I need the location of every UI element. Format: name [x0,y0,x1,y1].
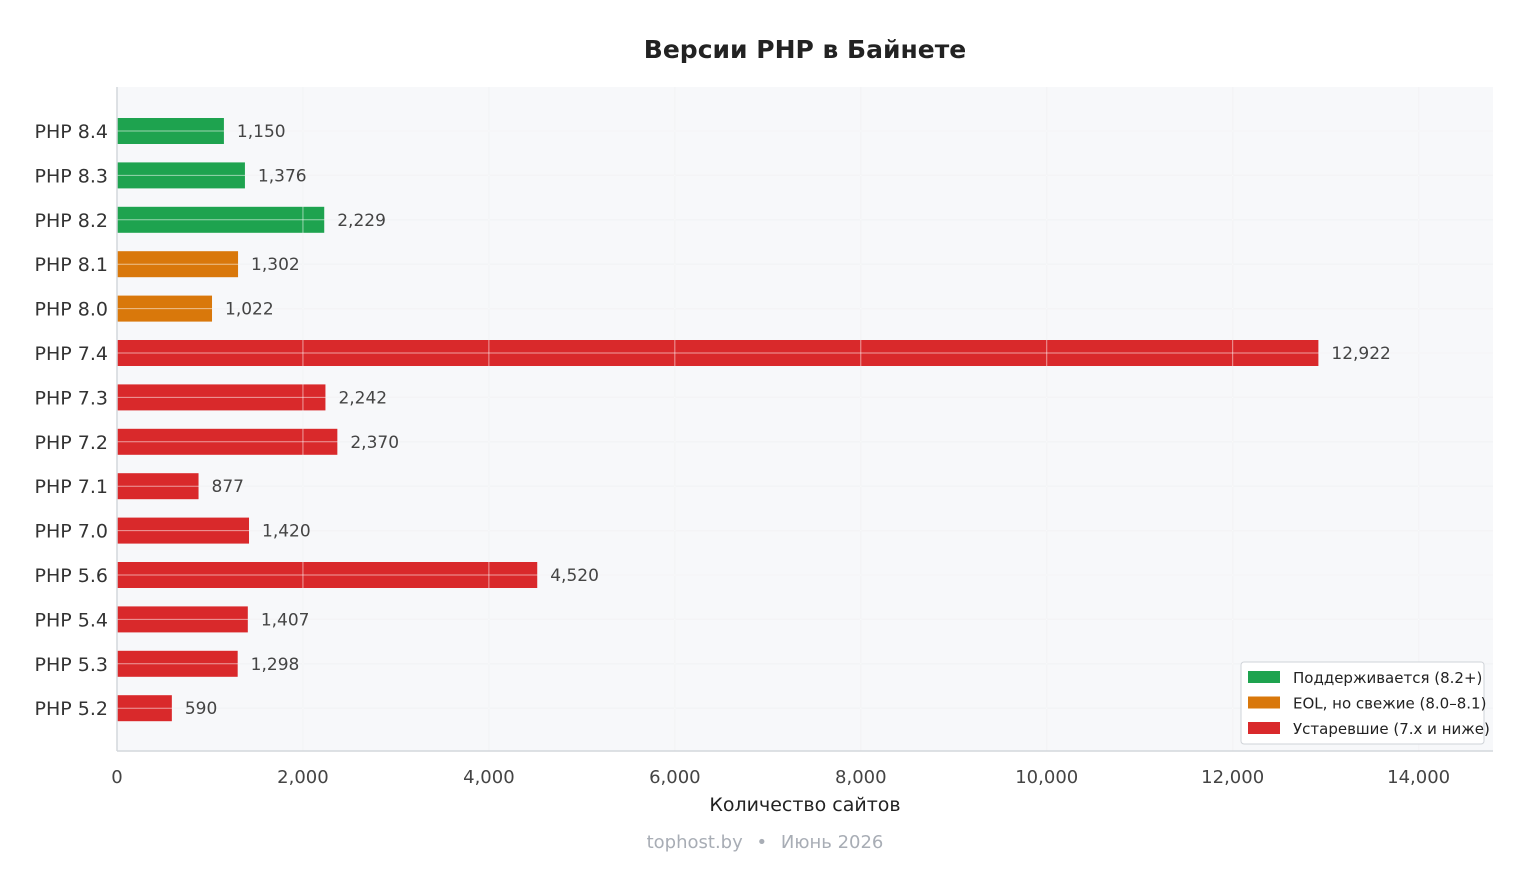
y-tick-label: PHP 8.0 [35,299,108,321]
legend-box [1240,661,1485,745]
y-tick-label: PHP 7.0 [35,521,108,543]
x-tick-label: 0 [111,767,122,788]
y-tick-label: PHP 8.1 [35,254,108,276]
x-tick-label: 10,000 [1015,767,1078,788]
value-label: 1,022 [225,300,274,320]
y-tick-label: PHP 8.4 [35,121,108,143]
footer-date: Июнь 2026 [781,832,884,853]
x-tick-label: 6,000 [649,767,701,788]
x-tick-label: 14,000 [1387,767,1450,788]
value-label: 1,298 [251,655,300,675]
plot-area [117,87,1493,751]
legend-label-eol: EOL, но свежие (8.0–8.1) [1293,695,1486,713]
value-label: 1,407 [261,610,310,630]
x-axis-label: Количество сайтов [709,794,900,816]
legend-label-supported: Поддерживается (8.2+) [1293,669,1482,687]
footer-separator: • [757,832,768,853]
value-label: 1,376 [258,166,307,186]
x-tick-label: 2,000 [277,767,329,788]
y-tick-label: PHP 5.4 [35,609,108,631]
y-tick-labels: PHP 8.4 PHP 8.3 PHP 8.2 PHP 8.1 PHP 8.0 PHP 7… [35,121,108,720]
value-label: 4,520 [550,566,599,586]
value-label: 2,242 [338,388,387,408]
x-tick-labels: 0 2,000 4,000 6,000 8,000 10,000 12,000 14,000 [111,767,1450,788]
legend: Поддерживается (8.2+) EOL, но свежие (8.0… [1240,661,1490,745]
value-label: 2,229 [337,211,386,231]
value-label: 1,150 [237,122,286,142]
footer-source: tophost.by [647,832,744,853]
value-label: 1,302 [251,255,300,275]
value-label: 2,370 [350,433,399,453]
legend-swatch-supported [1248,671,1280,683]
value-label: 877 [212,477,244,497]
y-tick-label: PHP 7.3 [35,387,108,409]
x-tick-label: 12,000 [1201,767,1264,788]
y-tick-label: PHP 8.2 [35,210,108,232]
legend-label-outdated: Устаревшие (7.x и ниже) [1293,720,1490,738]
footer: tophost.by • Июнь 2026 [647,832,884,853]
y-tick-label: PHP 5.2 [35,698,108,720]
chart-title: Версии PHP в Байнете [644,35,966,64]
value-labels: 1,150 1,376 2,229 1,302 1,022 12,922 2,242 2,37… [185,122,1391,719]
y-tick-label: PHP 7.1 [35,476,108,498]
y-tick-label: PHP 8.3 [35,165,108,187]
legend-swatch-eol [1248,696,1280,709]
value-label: 1,420 [262,522,311,542]
y-tick-label: PHP 5.6 [35,565,108,587]
y-tick-label: PHP 7.2 [35,432,108,454]
value-label: 12,922 [1331,344,1390,364]
legend-swatch-outdated [1248,722,1280,734]
x-tick-label: 4,000 [463,767,515,788]
y-tick-label: PHP 7.4 [35,343,108,365]
value-label: 590 [185,699,217,719]
y-tick-label: PHP 5.3 [35,654,108,676]
x-tick-label: 8,000 [835,767,887,788]
bar-gridline-overlay [116,87,1493,751]
